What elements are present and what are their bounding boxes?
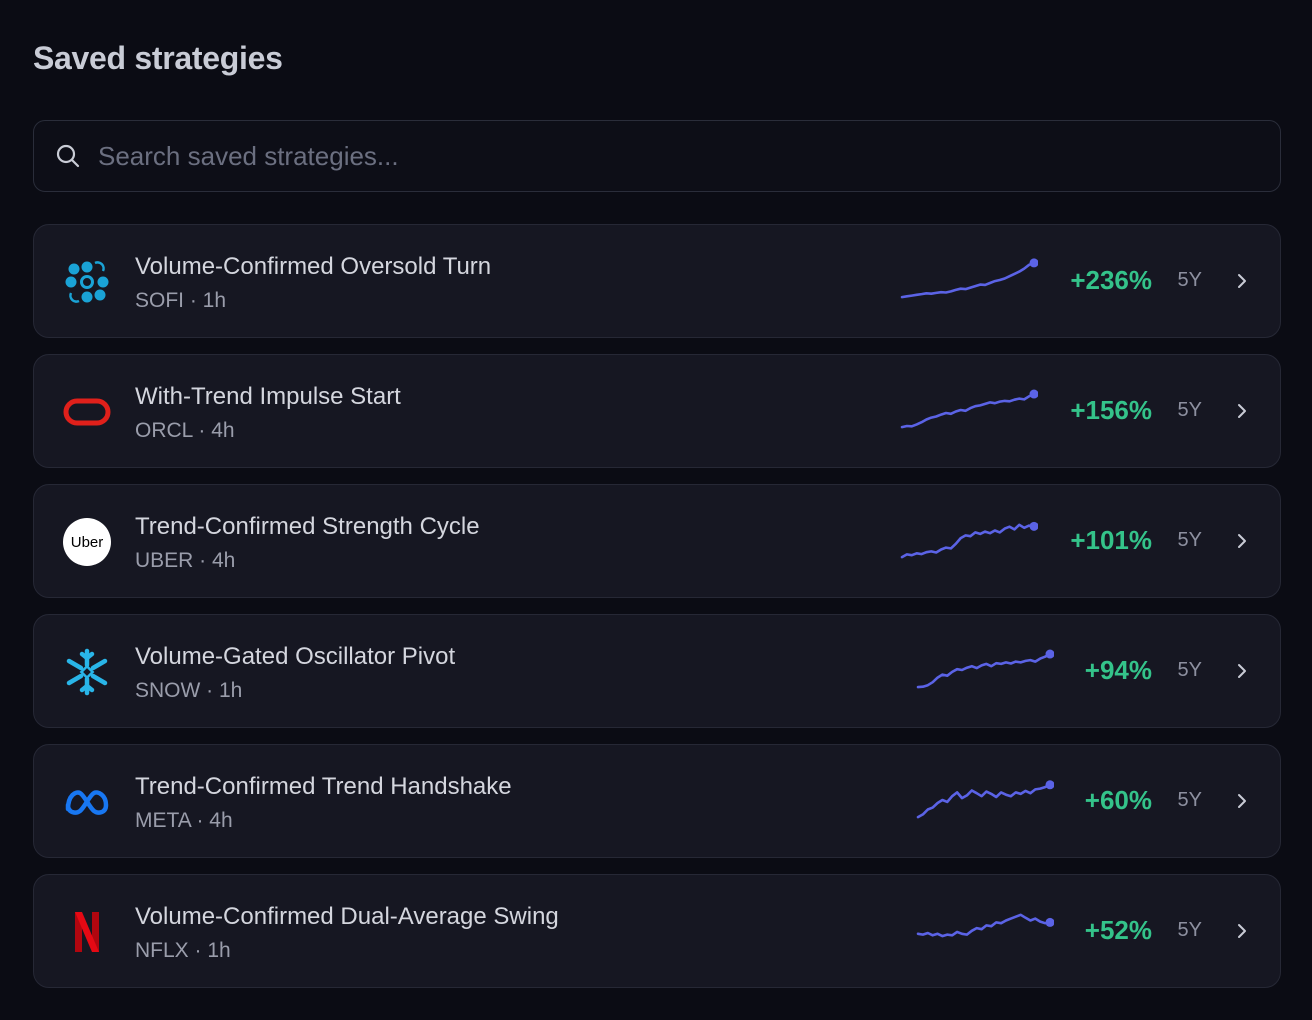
chevron-right-icon[interactable] (1230, 529, 1254, 553)
strategy-meta: META · 4h (135, 809, 233, 832)
strategy-name: Trend-Confirmed Trend Handshake (135, 773, 512, 800)
search-box[interactable] (33, 120, 1281, 192)
period-label: 5Y (1177, 399, 1202, 421)
sparkline-path (916, 783, 1052, 819)
sparkline (916, 913, 1054, 938)
strategy-card[interactable]: Uber Trend-Confirmed Strength Cycle UBER… (33, 484, 1281, 598)
search-input[interactable] (96, 125, 1280, 187)
strategy-name: Volume-Confirmed Dual-Average Swing (135, 903, 559, 930)
return-value: +236% (1070, 265, 1152, 295)
sparkline-path (900, 523, 1036, 559)
uber-logo-icon: Uber (62, 517, 112, 567)
sparkline (900, 521, 1038, 559)
strategy-meta: SNOW · 1h (135, 679, 243, 702)
snowflake-logo-icon (62, 647, 112, 697)
sparkline-path (916, 652, 1052, 689)
sparkline-end-dot (1045, 649, 1054, 659)
strategy-meta: NFLX · 1h (135, 939, 231, 962)
chevron-right-icon[interactable] (1230, 269, 1254, 293)
sparkline-path (916, 913, 1052, 938)
sparkline (916, 649, 1054, 689)
strategy-name: Volume-Gated Oscillator Pivot (135, 643, 456, 670)
chevron-right-icon[interactable] (1230, 399, 1254, 423)
svg-text:Uber: Uber (71, 534, 104, 551)
strategy-name: Trend-Confirmed Strength Cycle (135, 513, 480, 540)
return-value: +60% (1084, 785, 1152, 815)
strategy-list: Volume-Confirmed Oversold Turn SOFI · 1h… (33, 224, 1281, 1004)
chevron-right-icon[interactable] (1230, 919, 1254, 943)
strategy-card[interactable]: Volume-Confirmed Dual-Average Swing NFLX… (33, 874, 1281, 988)
sparkline (916, 780, 1054, 819)
return-value: +156% (1070, 395, 1152, 425)
period-label: 5Y (1177, 529, 1202, 551)
sparkline (900, 258, 1038, 299)
netflix-logo-icon (62, 907, 112, 957)
sparkline-end-dot (1045, 780, 1054, 790)
strategy-card[interactable]: Volume-Confirmed Oversold Turn SOFI · 1h… (33, 224, 1281, 338)
period-label: 5Y (1177, 789, 1202, 811)
sparkline-end-dot (1045, 917, 1054, 927)
strategy-name: With-Trend Impulse Start (135, 383, 401, 410)
period-label: 5Y (1177, 269, 1202, 291)
sparkline-path (900, 261, 1036, 299)
strategy-meta: UBER · 4h (135, 549, 236, 572)
page-title: Saved strategies (33, 40, 283, 76)
period-label: 5Y (1177, 919, 1202, 941)
chevron-right-icon[interactable] (1230, 659, 1254, 683)
strategy-card[interactable]: Trend-Confirmed Trend Handshake META · 4… (33, 744, 1281, 858)
return-value: +52% (1084, 915, 1152, 945)
period-label: 5Y (1177, 659, 1202, 681)
sparkline-end-dot (1029, 521, 1038, 531)
oracle-logo-icon (62, 387, 112, 437)
return-value: +101% (1070, 525, 1152, 555)
strategy-card[interactable]: Volume-Gated Oscillator Pivot SNOW · 1h … (33, 614, 1281, 728)
search-icon (56, 144, 80, 168)
sparkline-end-dot (1029, 389, 1038, 399)
meta-logo-icon (62, 777, 112, 827)
sparkline-end-dot (1029, 258, 1038, 268)
strategy-card[interactable]: With-Trend Impulse Start ORCL · 4h +156%… (33, 354, 1281, 468)
strategy-meta: SOFI · 1h (135, 289, 227, 312)
chevron-right-icon[interactable] (1230, 789, 1254, 813)
sparkline (900, 389, 1038, 429)
strategy-name: Volume-Confirmed Oversold Turn (135, 253, 492, 280)
sofi-logo-icon (62, 257, 112, 307)
return-value: +94% (1084, 655, 1152, 685)
strategy-meta: ORCL · 4h (135, 419, 235, 442)
sparkline-path (900, 392, 1036, 429)
